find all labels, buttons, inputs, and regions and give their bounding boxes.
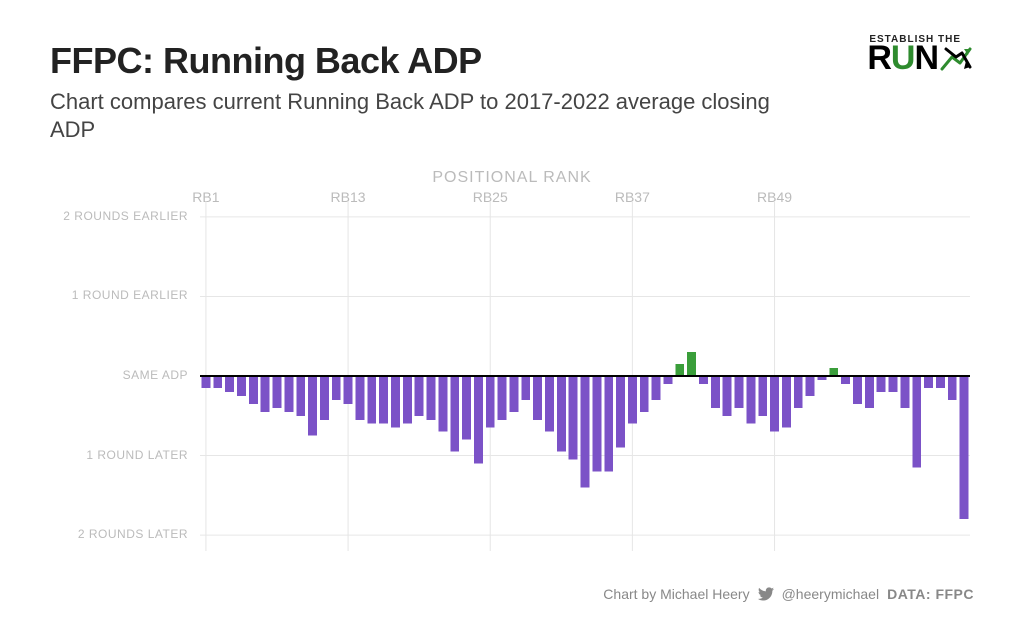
bar <box>284 376 293 412</box>
header: FFPC: Running Back ADP Chart compares cu… <box>50 40 974 143</box>
bar <box>794 376 803 408</box>
bar <box>237 376 246 396</box>
credit-line: Chart by Michael Heery @heerymichael DAT… <box>603 586 974 602</box>
bar <box>628 376 637 424</box>
bar <box>533 376 542 420</box>
bar <box>367 376 376 424</box>
bar <box>332 376 341 400</box>
bar <box>711 376 720 408</box>
bar <box>948 376 957 400</box>
bar <box>391 376 400 428</box>
bar <box>225 376 234 392</box>
bar <box>960 376 969 519</box>
bar <box>829 368 838 376</box>
bar <box>545 376 554 432</box>
bar <box>592 376 601 471</box>
bar <box>604 376 613 471</box>
x-axis-title: POSITIONAL RANK <box>432 169 591 187</box>
bar <box>900 376 909 408</box>
bar <box>853 376 862 404</box>
bar <box>806 376 815 396</box>
credit-author: Chart by Michael Heery <box>603 586 749 602</box>
bar <box>308 376 317 436</box>
brand-logo-letter-n: N <box>914 41 938 75</box>
bar <box>403 376 412 424</box>
bar <box>640 376 649 412</box>
bar <box>509 376 518 412</box>
chart-subtitle: Chart compares current Running Back ADP … <box>50 88 810 143</box>
brand-logo-letter-r: R <box>867 41 891 75</box>
bar <box>261 376 270 412</box>
chart-title: FFPC: Running Back ADP <box>50 40 974 82</box>
bar <box>521 376 530 400</box>
bar <box>213 376 222 388</box>
bar <box>841 376 850 384</box>
bar <box>877 376 886 392</box>
bar <box>912 376 921 467</box>
brand-logo-arrows-icon <box>940 43 974 73</box>
bar <box>320 376 329 420</box>
bar <box>936 376 945 388</box>
bar <box>498 376 507 420</box>
credit-handle: @heerymichael <box>782 586 879 602</box>
bar <box>379 376 388 424</box>
bar <box>663 376 672 384</box>
bar <box>474 376 483 464</box>
bar <box>746 376 755 424</box>
brand-logo: ESTABLISH THE RUN <box>867 34 974 75</box>
brand-logo-letter-u: U <box>891 41 915 75</box>
bar <box>889 376 898 392</box>
bar <box>486 376 495 428</box>
bar <box>581 376 590 487</box>
bar <box>865 376 874 408</box>
bar <box>723 376 732 416</box>
bar <box>782 376 791 428</box>
bar <box>462 376 471 440</box>
bar <box>687 352 696 376</box>
bar <box>273 376 282 408</box>
twitter-icon <box>758 587 774 601</box>
bar <box>438 376 447 432</box>
bar <box>355 376 364 420</box>
bar <box>249 376 258 404</box>
bar <box>415 376 424 416</box>
bar <box>699 376 708 384</box>
bar <box>735 376 744 408</box>
bar <box>675 364 684 376</box>
bar <box>770 376 779 432</box>
bar <box>296 376 305 416</box>
credit-data: DATA: FFPC <box>887 586 974 602</box>
bar <box>450 376 459 452</box>
bar <box>201 376 210 388</box>
bar <box>569 376 578 460</box>
bar <box>616 376 625 448</box>
bar <box>427 376 436 420</box>
plot-area <box>50 201 970 591</box>
bar <box>652 376 661 400</box>
bar <box>758 376 767 416</box>
page: FFPC: Running Back ADP Chart compares cu… <box>0 0 1024 630</box>
bar <box>924 376 933 388</box>
brand-logo-word: RUN <box>867 41 974 75</box>
bar <box>557 376 566 452</box>
chart: POSITIONAL RANK2 ROUNDS EARLIER1 ROUND E… <box>50 173 974 583</box>
bar <box>344 376 353 404</box>
